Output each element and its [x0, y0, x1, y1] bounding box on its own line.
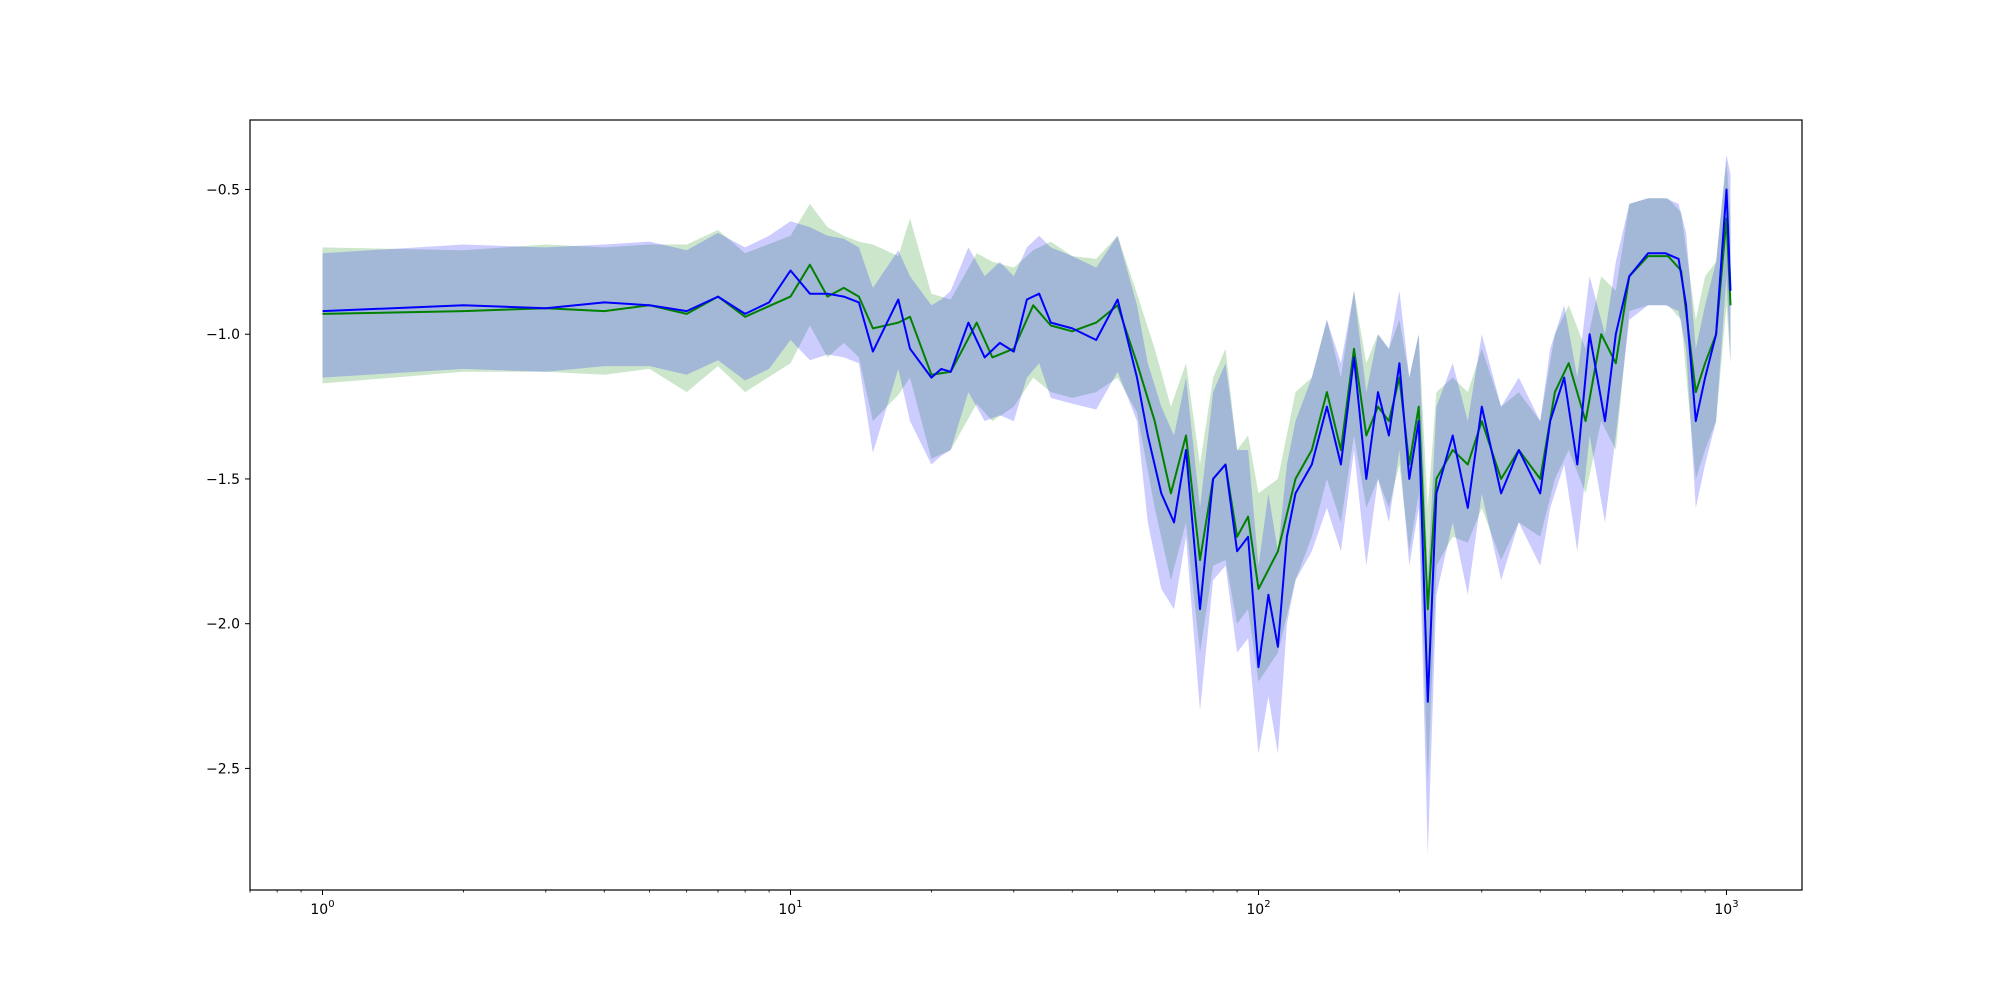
series-1-line [322, 217, 1732, 611]
x-axis: 100 101 102 103 [249, 890, 1739, 918]
x-tick-label: 100 [310, 899, 334, 918]
confidence-bands [322, 154, 1731, 856]
plot-frame [249, 119, 1803, 891]
series-2-line [322, 188, 1732, 703]
y-tick-label: −2.0 [206, 617, 240, 633]
y-axis: −0.5 −1.0 −1.5 −2.0 −2.5 [206, 182, 250, 777]
x-tick-label: 101 [778, 899, 802, 918]
y-tick-label: −1.0 [206, 327, 240, 343]
series-2-band [322, 154, 1731, 856]
x-tick-label: 102 [1246, 899, 1270, 918]
x-tick-label: 103 [1714, 899, 1738, 918]
y-tick-label: −2.5 [206, 761, 240, 777]
y-tick-label: −0.5 [206, 182, 240, 198]
series-lines [322, 188, 1732, 703]
y-tick-label: −1.5 [206, 472, 240, 488]
series-1-band [322, 160, 1731, 783]
